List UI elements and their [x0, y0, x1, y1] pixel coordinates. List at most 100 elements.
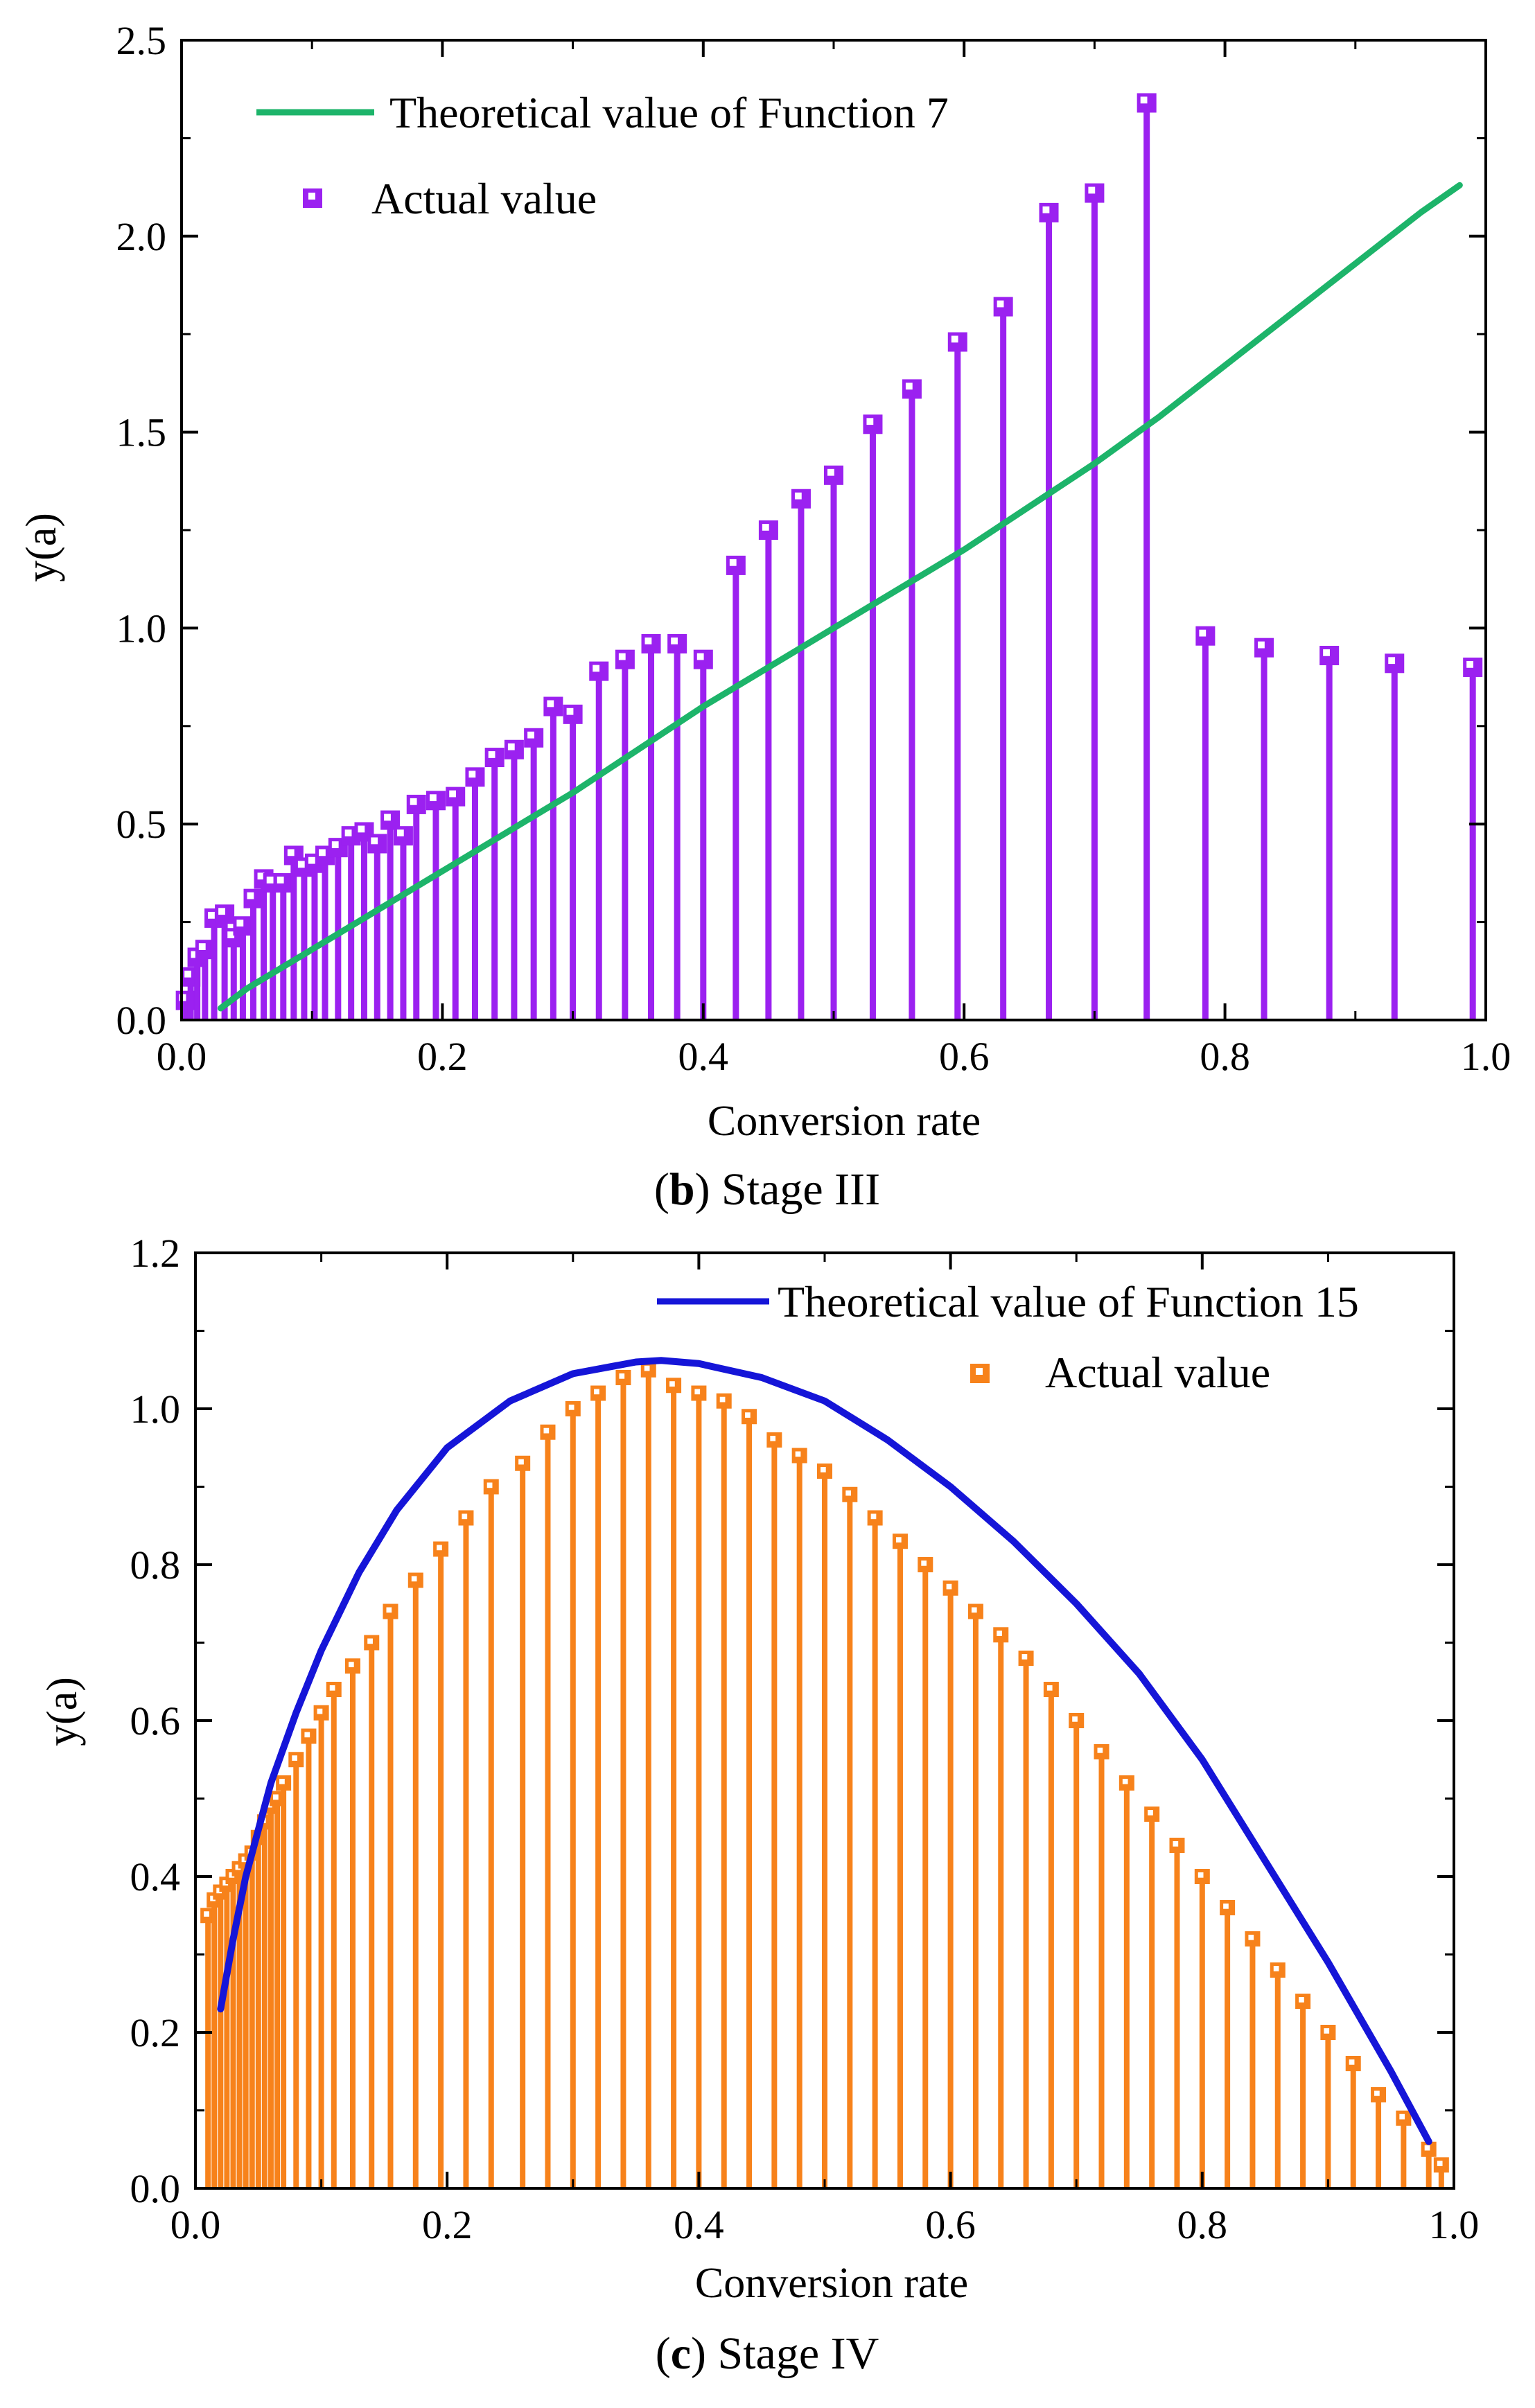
- legend-label-theoretical: Theoretical value of Function 7: [389, 88, 949, 137]
- x-tick-label: 1.0: [1461, 1034, 1511, 1079]
- actual-value-point-highlight: [543, 1427, 550, 1434]
- y-tick-label: 0.5: [116, 802, 167, 847]
- stage-iv-caption-letter: c: [671, 2328, 691, 2379]
- actual-value-point-highlight: [329, 1685, 335, 1691]
- actual-value-point-highlight: [191, 951, 198, 958]
- legend-label-actual: Actual value: [1045, 1348, 1270, 1397]
- actual-value-point-highlight: [618, 653, 626, 660]
- y-tick-label: 1.0: [130, 1387, 181, 1432]
- x-tick-label: 0.0: [157, 1034, 207, 1079]
- actual-value-point-highlight: [218, 908, 225, 915]
- actual-value-point-highlight: [429, 794, 437, 802]
- actual-value-point-highlight: [222, 1880, 229, 1886]
- actual-value-point-highlight: [208, 911, 215, 919]
- theoretical-value-line: [217, 1357, 1432, 2145]
- actual-value-point-highlight: [304, 1732, 310, 1738]
- theoretical-value-line: [217, 182, 1463, 1012]
- x-tick-label: 0.2: [422, 2202, 473, 2247]
- actual-value-point-highlight: [184, 970, 191, 978]
- x-tick-label: 0.8: [1200, 1034, 1250, 1079]
- actual-value-point-highlight: [1424, 2145, 1430, 2151]
- actual-value-point-highlight: [319, 849, 326, 856]
- actual-value-point-highlight: [1437, 2161, 1443, 2166]
- stage-iv-x-axis-title: Conversion rate: [695, 2260, 968, 2307]
- y-tick-label: 0.0: [130, 2166, 181, 2211]
- y-tick-label: 0.2: [130, 2010, 181, 2055]
- chart-panel-stage-iv: 0.0 0.2 0.4 0.6 0.8 1.00.00.20.40.60.81.01.2 …: [39, 1231, 1479, 2379]
- stage-iv-caption: (c) Stage IV: [656, 2328, 879, 2379]
- x-tick-label: 1.0: [1429, 2202, 1480, 2247]
- actual-value-point-highlight: [358, 825, 365, 833]
- stage-iv-y-axis-title: y(a): [39, 1677, 86, 1746]
- actual-value-point-highlight: [1258, 641, 1265, 649]
- actual-value-point-highlight: [235, 1864, 241, 1870]
- x-tick-label: 0.2: [417, 1034, 468, 1079]
- actual-value-point-highlight: [371, 837, 378, 845]
- actual-value-point-highlight: [1223, 1904, 1229, 1909]
- actual-value-point-highlight: [921, 1561, 927, 1566]
- actual-value-point-highlight: [437, 1545, 442, 1551]
- stage-iii-legend: Theoretical value of Function 7 Actual v…: [256, 88, 949, 223]
- y-tick-label: 1.5: [116, 410, 167, 455]
- actual-value-point-highlight: [331, 841, 339, 848]
- actual-value-point-highlight: [1198, 1872, 1204, 1878]
- actual-value-point-highlight: [745, 1412, 751, 1418]
- actual-value-point-highlight: [669, 1381, 675, 1387]
- actual-value-point-highlight: [1323, 649, 1330, 656]
- actual-value-point-highlight: [619, 1373, 625, 1379]
- actual-value-point-highlight: [866, 418, 874, 425]
- actual-value-point-highlight: [411, 1576, 417, 1582]
- actual-value-point-highlight: [367, 1638, 373, 1644]
- actual-value-point-highlight: [729, 559, 737, 566]
- actual-value-point-highlight: [210, 1895, 216, 1901]
- y-tick-label: 0.4: [130, 1854, 181, 1899]
- actual-value-point-highlight: [870, 1513, 877, 1520]
- actual-value-point-highlight: [227, 931, 235, 939]
- y-tick-label: 0.0: [116, 998, 167, 1043]
- actual-value-point-highlight: [236, 920, 244, 927]
- actual-value-point-highlight: [997, 1631, 1002, 1636]
- y-tick-label: 1.0: [116, 606, 167, 651]
- actual-value-point-highlight: [292, 1755, 297, 1761]
- y-tick-label: 2.0: [116, 214, 167, 259]
- actual-value-point-highlight: [488, 751, 495, 758]
- actual-value-point-highlight: [895, 1537, 902, 1543]
- actual-value-point-highlight: [1122, 1779, 1128, 1784]
- stage-iii-caption-letter: b: [669, 1164, 695, 1215]
- actual-value-point-highlight: [946, 1583, 952, 1590]
- actual-value-point-highlight: [821, 1467, 826, 1473]
- y-tick-label: 0.6: [130, 1698, 181, 1743]
- actual-value-point-highlight: [671, 638, 678, 644]
- actual-value-point-highlight: [287, 849, 295, 856]
- actual-value-point-highlight: [1248, 1935, 1254, 1940]
- actual-value-point-highlight: [1199, 629, 1207, 637]
- actual-value-point-highlight: [1388, 657, 1396, 665]
- actual-value-point-highlight: [1148, 1810, 1153, 1816]
- actual-value-point-highlight: [344, 829, 352, 836]
- actual-value-point-highlight: [1349, 2059, 1355, 2065]
- actual-value-point-highlight: [241, 1856, 247, 1863]
- actual-value-point-highlight: [644, 1365, 650, 1371]
- actual-value-point-highlight: [527, 731, 534, 739]
- actual-value-point-highlight: [462, 1513, 468, 1520]
- actual-value-point-highlight: [644, 638, 652, 644]
- actual-value-point-highlight: [229, 1872, 235, 1878]
- actual-value-point-highlight: [1299, 1997, 1304, 2003]
- actual-value-point-highlight: [905, 383, 913, 390]
- actual-value-point-highlight: [694, 1389, 701, 1395]
- actual-value-point-highlight: [273, 1794, 279, 1800]
- actual-value-point-highlight: [845, 1490, 852, 1496]
- y-tick-label: 1.2: [130, 1231, 181, 1276]
- stage-iii-caption: (b) Stage III: [654, 1164, 880, 1215]
- actual-value-point-highlight: [951, 335, 958, 343]
- actual-value-point-highlight: [247, 892, 254, 899]
- actual-value-point-highlight: [279, 1779, 285, 1784]
- actual-value-point-highlight: [696, 653, 704, 660]
- actual-value-point-highlight: [594, 1389, 599, 1395]
- actual-value-point-highlight: [1042, 206, 1050, 213]
- actual-value-point-highlight: [486, 1482, 493, 1488]
- actual-value-point-highlight: [204, 1911, 209, 1917]
- actual-value-point-highlight: [1021, 1654, 1028, 1660]
- y-tick-label: 2.5: [116, 18, 167, 63]
- actual-value-point-highlight: [568, 1405, 574, 1410]
